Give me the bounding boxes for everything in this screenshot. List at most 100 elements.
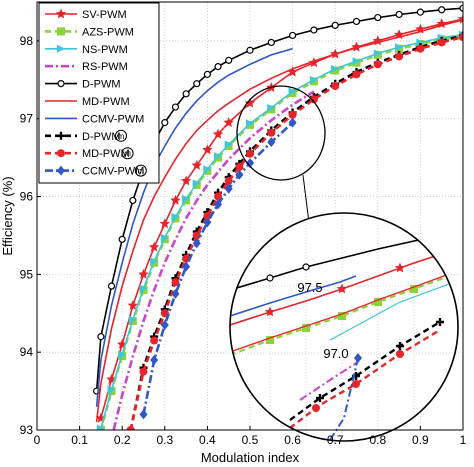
data-point — [267, 128, 276, 137]
data-point — [202, 144, 213, 155]
data-point — [225, 56, 233, 64]
data-point — [107, 385, 116, 394]
x-tick-labels: 0 0.1 0.2 0.3 0.4 0.5 0.6 0.7 0.8 0.9 1 — [34, 433, 467, 447]
legend-label: D-PWM — [82, 131, 121, 143]
series-9 — [139, 117, 297, 420]
data-point — [246, 119, 254, 128]
data-point — [161, 119, 169, 127]
data-point — [126, 426, 135, 430]
data-point — [310, 26, 318, 34]
data-point — [192, 238, 201, 249]
x-tick-label: 1 — [460, 433, 467, 447]
data-point — [395, 43, 404, 52]
data-point — [118, 350, 127, 359]
data-point — [267, 103, 276, 112]
data-point — [395, 10, 403, 19]
data-point — [171, 212, 180, 221]
data-point — [438, 6, 446, 14]
x-tick-label: 0.6 — [284, 433, 301, 447]
y-axis-label: Efficiency (%) — [0, 176, 15, 255]
series-5 — [95, 19, 463, 423]
y-tick-label: 98 — [20, 34, 34, 48]
x-tick-label: 0.5 — [242, 433, 259, 447]
x-tick-label: 0 — [34, 433, 41, 447]
data-point — [246, 46, 254, 54]
x-tick-label: 0.1 — [71, 433, 88, 447]
data-point — [396, 350, 404, 358]
data-point — [127, 300, 139, 310]
legend-circled-letter: m — [118, 132, 125, 141]
y-tick-label: 94 — [20, 345, 34, 359]
data-point — [160, 233, 169, 242]
data-point — [57, 79, 65, 88]
legend-label: MD-PWM — [82, 148, 130, 160]
y-tick-label: 97 — [20, 112, 34, 126]
data-point — [224, 176, 233, 185]
data-point — [374, 13, 382, 22]
legend-label: CCMV-PWM — [82, 113, 144, 125]
data-point — [212, 128, 224, 139]
series-2 — [96, 30, 463, 430]
data-point — [266, 336, 274, 344]
x-tick-label: 0.3 — [156, 433, 173, 447]
data-point — [316, 394, 324, 402]
legend-label: MD-PWM — [82, 96, 130, 108]
data-point — [336, 283, 348, 294]
zoom-inset: 97.5 97.0 — [229, 85, 459, 442]
data-point — [203, 165, 212, 174]
data-point — [224, 140, 233, 149]
data-point — [55, 8, 67, 19]
legend-circled-symbol — [121, 147, 134, 160]
zoom-series-line — [329, 279, 458, 341]
data-point — [352, 70, 361, 79]
x-tick-label: 0.2 — [114, 433, 131, 447]
zoom-circle-border — [229, 212, 459, 442]
data-point — [139, 367, 148, 376]
data-point — [57, 44, 65, 53]
data-point — [182, 194, 191, 203]
data-point — [373, 49, 382, 58]
data-point — [57, 149, 65, 158]
data-point — [148, 241, 160, 252]
data-point — [203, 217, 212, 228]
series-3 — [112, 90, 315, 430]
legend-circled-symbol — [134, 164, 147, 177]
data-point — [410, 285, 418, 293]
data-point — [192, 231, 201, 240]
zoom-content — [230, 213, 458, 441]
legend-label: SV-PWM — [82, 9, 127, 21]
data-point — [235, 162, 244, 171]
data-point — [288, 87, 297, 96]
data-point — [182, 90, 190, 98]
zoom-series-line — [230, 275, 357, 317]
data-point — [308, 57, 320, 68]
x-axis-label: Modulation index — [201, 450, 300, 465]
data-point — [139, 409, 148, 420]
data-point — [57, 27, 65, 36]
data-point — [118, 235, 126, 243]
data-point — [331, 21, 339, 29]
data-point — [416, 44, 425, 53]
y-tick-label: 95 — [20, 267, 34, 281]
data-point — [416, 8, 424, 16]
data-point — [150, 354, 159, 365]
data-point — [331, 64, 340, 73]
series-line — [112, 90, 315, 430]
data-point — [235, 169, 244, 180]
data-point — [352, 380, 360, 388]
y-tick-label: 96 — [20, 190, 34, 204]
data-point — [159, 218, 170, 229]
data-point — [289, 31, 297, 40]
series-line — [95, 19, 463, 423]
data-point — [129, 196, 137, 205]
data-point — [224, 183, 233, 194]
data-point — [264, 306, 276, 317]
y-tick-label: 93 — [20, 423, 34, 437]
data-point — [457, 13, 463, 24]
data-point — [394, 262, 406, 273]
legend-label: NS-PWM — [82, 44, 128, 56]
zoom-label-97-5: 97.5 — [297, 280, 322, 295]
data-point — [171, 278, 180, 287]
data-point — [214, 62, 222, 71]
